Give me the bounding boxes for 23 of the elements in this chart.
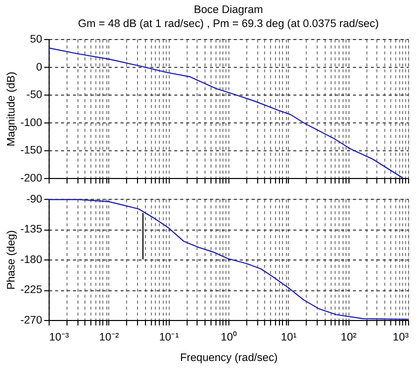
- chart-title: Boce Diagram: [194, 4, 263, 16]
- y-tick-label: -100: [20, 116, 42, 129]
- y-tick-label: 0: [36, 61, 42, 74]
- x-tick-label: 10⁻¹: [159, 331, 180, 344]
- x-tick-label: 10⁻³: [49, 331, 70, 344]
- x-tick-label: 10²: [340, 331, 357, 344]
- y-tick-label: -150: [20, 144, 42, 157]
- x-tick-label: 10⁻²: [99, 331, 120, 344]
- x-tick-label: 10³: [392, 331, 409, 344]
- x-axis-title: Frequency (rad/sec): [180, 352, 278, 364]
- y-tick-label: -225: [20, 284, 42, 296]
- y-axis-title: Phase (deg): [5, 230, 18, 290]
- y-tick-label: 50: [30, 34, 42, 46]
- y-tick-label: -180: [20, 254, 42, 266]
- y-tick-label: -135: [20, 224, 42, 236]
- x-tick-label: 10⁰: [220, 330, 237, 344]
- y-tick-label: -200: [20, 172, 42, 185]
- y-axis-title: Magnitude (dB): [5, 72, 18, 146]
- y-tick-label: -50: [26, 89, 42, 102]
- chart-subtitle: Gm = 48 dB (at 1 rad/sec) , Pm = 69.3 deg (at 0.0375 rad/sec): [78, 18, 379, 30]
- y-tick-label: -270: [20, 314, 42, 326]
- y-tick-label: -90: [26, 193, 42, 206]
- x-tick-label: 10¹: [280, 331, 298, 344]
